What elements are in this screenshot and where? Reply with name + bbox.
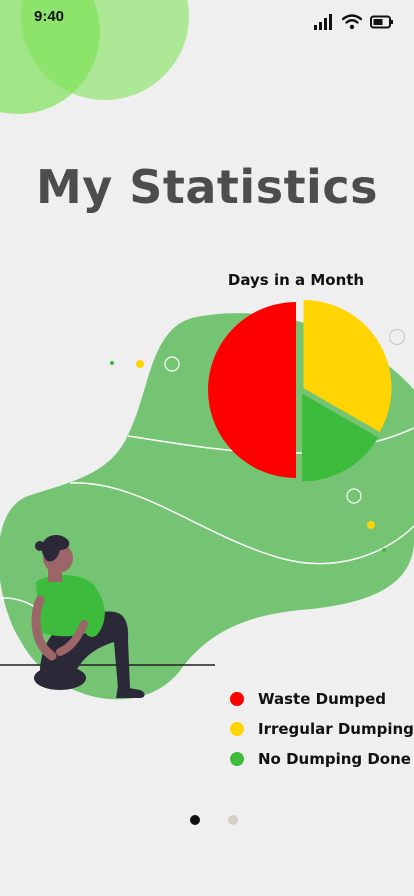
- legend-item-no-dumping-done: No Dumping Done: [230, 744, 414, 774]
- battery-icon: [370, 15, 393, 29]
- page-indicator: [190, 815, 238, 825]
- status-icons: [314, 14, 394, 30]
- page-title: My Statistics: [36, 160, 378, 214]
- pie-chart: [208, 300, 392, 482]
- legend-label: Waste Dumped: [258, 690, 387, 708]
- legend-dot-red: [230, 692, 244, 706]
- legend-label: No Dumping Done: [258, 750, 411, 768]
- pie-slice-waste-dumped: [208, 302, 296, 478]
- page-dot-1[interactable]: [190, 815, 200, 825]
- legend-dot-yellow: [230, 722, 244, 736]
- person-illustration: [31, 535, 145, 698]
- pie-slice-no-dumping-done: [302, 393, 379, 482]
- page-dot-2[interactable]: [228, 815, 238, 825]
- legend-dot-green: [230, 752, 244, 766]
- pie-slice-irregular-dumping: [303, 300, 392, 432]
- status-time: 9:40: [34, 8, 65, 25]
- legend-label: Irregular Dumping: [258, 720, 414, 738]
- signal-icon: [314, 14, 332, 30]
- legend-item-waste-dumped: Waste Dumped: [230, 684, 414, 714]
- decorative-bubbles: [0, 0, 189, 114]
- wifi-icon: [342, 14, 362, 30]
- chart-title: Days in a Month: [227, 271, 365, 289]
- legend-item-irregular-dumping: Irregular Dumping: [230, 714, 414, 744]
- chart-legend: Waste Dumped Irregular Dumping No Dumpin…: [230, 684, 414, 774]
